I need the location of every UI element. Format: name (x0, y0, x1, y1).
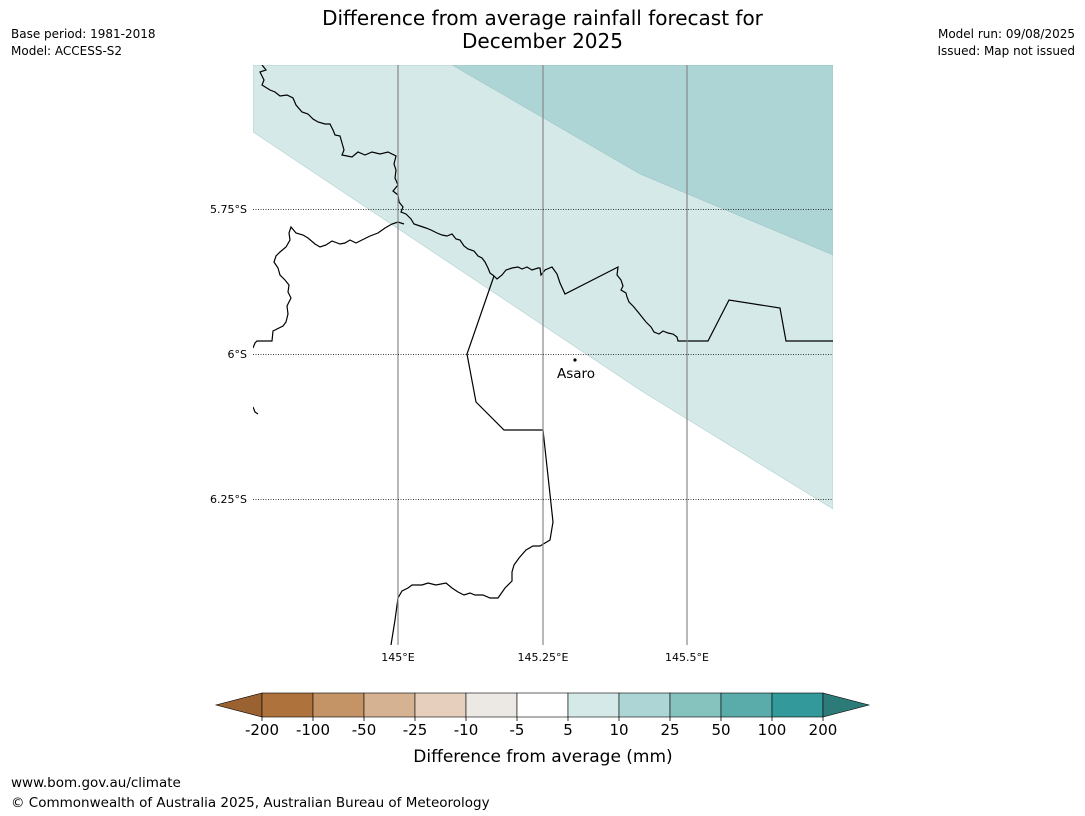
colorbar-tick-label: -25 (403, 721, 428, 739)
lon-label: 145°E (381, 651, 414, 664)
longitude-labels: 145°E 145.25°E 145.5°E (381, 651, 709, 664)
asaro-marker (573, 358, 577, 362)
lon-label: 145.25°E (518, 651, 569, 664)
colorbar-tick-label: 5 (563, 721, 573, 739)
colorbar-extend-low (214, 692, 263, 718)
colorbar-box (414, 692, 467, 718)
meta-right: Model run: 09/08/2025 Issued: Map not is… (937, 26, 1075, 60)
map-panel: Asaro 5.75°S 6°S 6.25°S 145°E 145.25°E 1… (210, 65, 833, 664)
colorbar-tick-labels: -200 -100 -50 -25 -10 -5 5 10 25 50 100 200 (245, 721, 837, 739)
footer-copyright: © Commonwealth of Australia 2025, Austra… (11, 795, 490, 811)
longitude-gridlines (397, 65, 688, 645)
colorbar-box (618, 692, 671, 718)
coastline (259, 65, 833, 342)
colorbar-tick-label: -50 (352, 721, 377, 739)
title-line-1: Difference from average rainfall forecas… (322, 6, 763, 30)
map-title: Difference from average rainfall forecas… (0, 7, 1085, 53)
colorbar-boxes (214, 692, 871, 718)
issued-text: Issued: Map not issued (937, 44, 1075, 58)
colorbar-tick-label: 50 (711, 721, 730, 739)
coastline-west (253, 221, 405, 349)
latitude-gridlines (253, 209, 833, 500)
colorbar-box (771, 692, 824, 718)
colorbar-extend-high (822, 692, 871, 718)
colorbar-tick-label: -200 (245, 721, 279, 739)
lat-label: 5.75°S (210, 203, 247, 216)
colorbar-legend: -200 -100 -50 -25 -10 -5 5 10 25 50 100 200 Differe… (214, 692, 871, 767)
colorbar-box (363, 692, 416, 718)
colorbar-tick-label: 200 (809, 721, 838, 739)
colorbar-tick-label: 25 (660, 721, 679, 739)
colorbar-box (465, 692, 518, 718)
colorbar-tick-label: -5 (510, 721, 525, 739)
latitude-labels: 5.75°S 6°S 6.25°S (210, 203, 247, 506)
colorbar-tick-label: -100 (296, 721, 330, 739)
base-period-text: Base period: 1981-2018 (11, 27, 156, 41)
place-label-asaro: Asaro (557, 366, 595, 382)
lon-label: 145.5°E (665, 651, 709, 664)
shading-band-10-25 (451, 65, 833, 256)
meta-left: Base period: 1981-2018 Model: ACCESS-S2 (11, 26, 156, 60)
colorbar-tick-label: 100 (758, 721, 787, 739)
lat-label: 6°S (228, 348, 247, 361)
colorbar-box (567, 692, 620, 718)
colorbar-tick-label: 10 (609, 721, 628, 739)
lat-label: 6.25°S (210, 493, 247, 506)
colorbar-box (669, 692, 722, 718)
model-run-text: Model run: 09/08/2025 (937, 27, 1075, 41)
title-line-2: December 2025 (462, 29, 623, 53)
footer-url: www.bom.gov.au/climate (11, 775, 181, 791)
colorbar-box (516, 692, 569, 718)
model-text: Model: ACCESS-S2 (11, 44, 123, 58)
province-boundary (390, 275, 554, 645)
colorbar-box (312, 692, 365, 718)
colorbar-box (261, 692, 314, 718)
colorbar-ticks (261, 717, 824, 721)
colorbar-tick-label: -10 (454, 721, 479, 739)
colorbar-box (720, 692, 773, 718)
coastline-islet (253, 406, 259, 415)
colorbar-title: Difference from average (mm) (413, 747, 672, 767)
